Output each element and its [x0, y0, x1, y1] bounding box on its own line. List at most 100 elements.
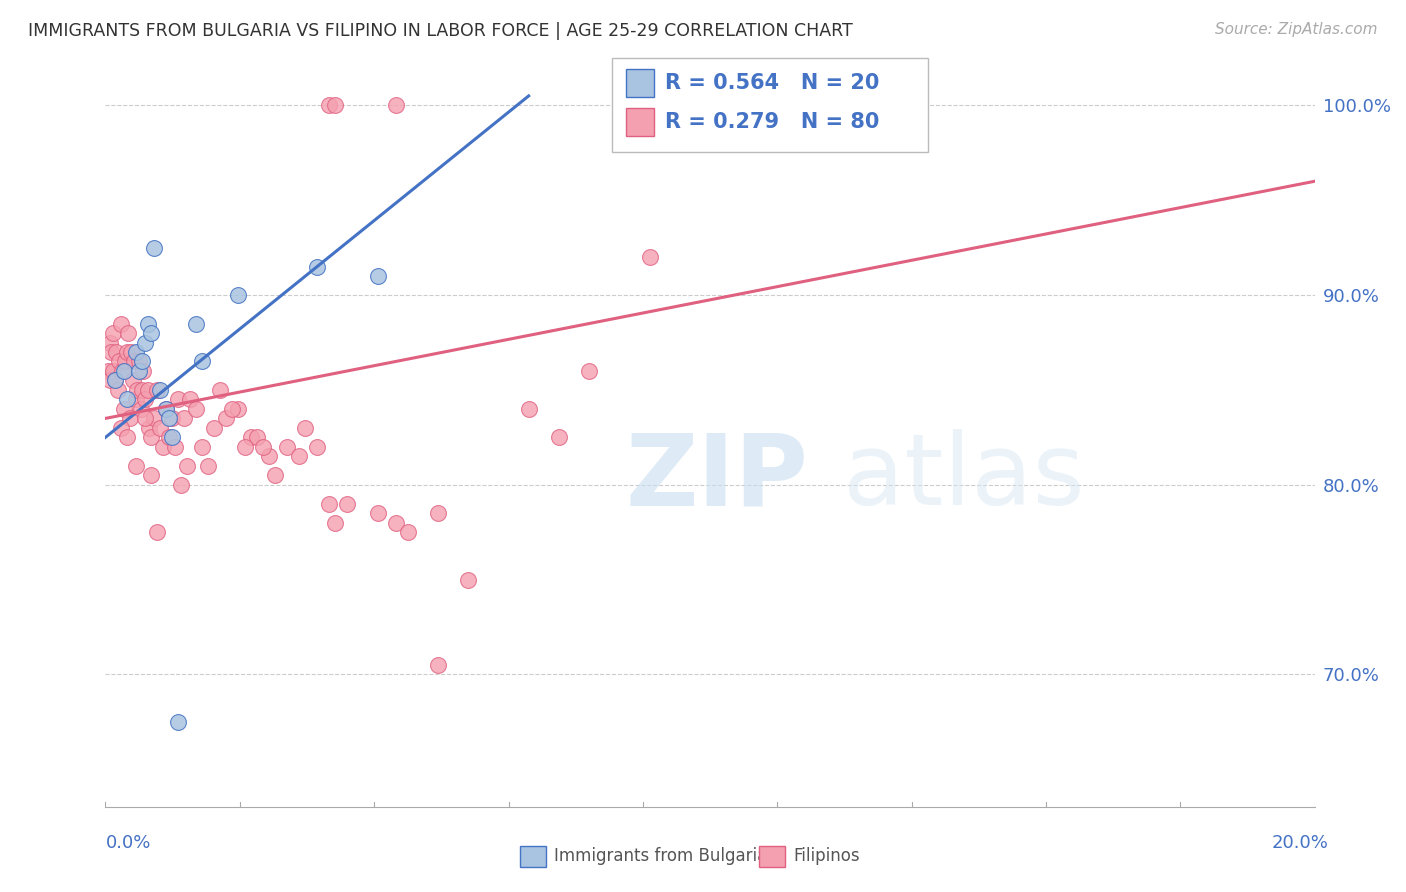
- Point: [121, 374, 143, 388]
- Point: [155, 401, 177, 416]
- Point: [136, 317, 159, 331]
- Text: ZIP: ZIP: [626, 429, 808, 526]
- Text: atlas: atlas: [844, 429, 1084, 526]
- Point: [366, 506, 388, 520]
- Point: [149, 383, 172, 397]
- Point: [139, 468, 162, 483]
- Point: [427, 506, 450, 520]
- Point: [98, 335, 121, 350]
- Point: [323, 98, 346, 112]
- Point: [117, 326, 139, 340]
- Point: [128, 364, 150, 378]
- Point: [176, 458, 198, 473]
- Point: [124, 345, 148, 359]
- Point: [103, 374, 125, 388]
- Point: [239, 430, 262, 444]
- Point: [105, 345, 128, 359]
- Point: [103, 326, 125, 340]
- Point: [186, 401, 208, 416]
- Point: [228, 401, 250, 416]
- Point: [107, 354, 129, 368]
- Point: [111, 364, 134, 378]
- Point: [384, 98, 406, 112]
- Point: [138, 421, 160, 435]
- Point: [98, 374, 121, 388]
- Point: [396, 525, 419, 540]
- Point: [149, 421, 172, 435]
- Point: [124, 392, 148, 407]
- Point: [318, 98, 340, 112]
- Text: 0.0%: 0.0%: [105, 834, 150, 852]
- Point: [221, 401, 243, 416]
- Point: [101, 364, 124, 378]
- Point: [233, 440, 256, 454]
- Point: [209, 383, 232, 397]
- Text: IMMIGRANTS FROM BULGARIA VS FILIPINO IN LABOR FORCE | AGE 25-29 CORRELATION CHAR: IMMIGRANTS FROM BULGARIA VS FILIPINO IN …: [28, 22, 853, 40]
- Point: [294, 421, 316, 435]
- Point: [202, 421, 225, 435]
- Point: [323, 516, 346, 530]
- Point: [197, 458, 219, 473]
- Point: [152, 440, 174, 454]
- Point: [307, 260, 329, 274]
- Point: [157, 430, 180, 444]
- Point: [120, 345, 142, 359]
- Point: [191, 440, 214, 454]
- Text: Source: ZipAtlas.com: Source: ZipAtlas.com: [1215, 22, 1378, 37]
- Point: [129, 401, 152, 416]
- Point: [146, 383, 169, 397]
- Text: R = 0.279   N = 80: R = 0.279 N = 80: [665, 112, 879, 132]
- Point: [246, 430, 269, 444]
- Point: [215, 411, 238, 425]
- Point: [103, 374, 125, 388]
- Point: [118, 411, 141, 425]
- Point: [160, 430, 183, 444]
- Point: [307, 440, 329, 454]
- Point: [578, 364, 600, 378]
- Point: [107, 383, 129, 397]
- Point: [252, 440, 274, 454]
- Point: [110, 317, 132, 331]
- Point: [155, 401, 177, 416]
- Point: [157, 411, 180, 425]
- Point: [366, 269, 388, 284]
- Point: [517, 401, 540, 416]
- Text: 20.0%: 20.0%: [1272, 834, 1329, 852]
- Point: [136, 383, 159, 397]
- Point: [228, 288, 250, 302]
- Point: [384, 516, 406, 530]
- Point: [288, 450, 311, 464]
- Point: [97, 364, 120, 378]
- Point: [128, 354, 150, 368]
- Point: [134, 335, 156, 350]
- Point: [146, 525, 169, 540]
- Text: R = 0.564   N = 20: R = 0.564 N = 20: [665, 73, 879, 93]
- Point: [163, 440, 186, 454]
- Point: [336, 497, 359, 511]
- Point: [186, 317, 208, 331]
- Point: [142, 411, 165, 425]
- Point: [131, 354, 153, 368]
- Point: [179, 392, 201, 407]
- Point: [263, 468, 285, 483]
- Text: Immigrants from Bulgaria: Immigrants from Bulgaria: [554, 847, 768, 865]
- Point: [276, 440, 298, 454]
- Point: [110, 421, 132, 435]
- Point: [170, 477, 193, 491]
- Point: [125, 383, 148, 397]
- Point: [160, 411, 183, 425]
- Point: [124, 354, 146, 368]
- Point: [638, 250, 661, 264]
- Point: [131, 383, 153, 397]
- Point: [167, 392, 190, 407]
- Point: [112, 401, 135, 416]
- Point: [115, 392, 138, 407]
- Point: [134, 392, 156, 407]
- Point: [142, 241, 165, 255]
- Point: [257, 450, 280, 464]
- Point: [112, 364, 135, 378]
- Point: [191, 354, 214, 368]
- Point: [167, 714, 190, 729]
- Point: [427, 658, 450, 673]
- Point: [134, 411, 156, 425]
